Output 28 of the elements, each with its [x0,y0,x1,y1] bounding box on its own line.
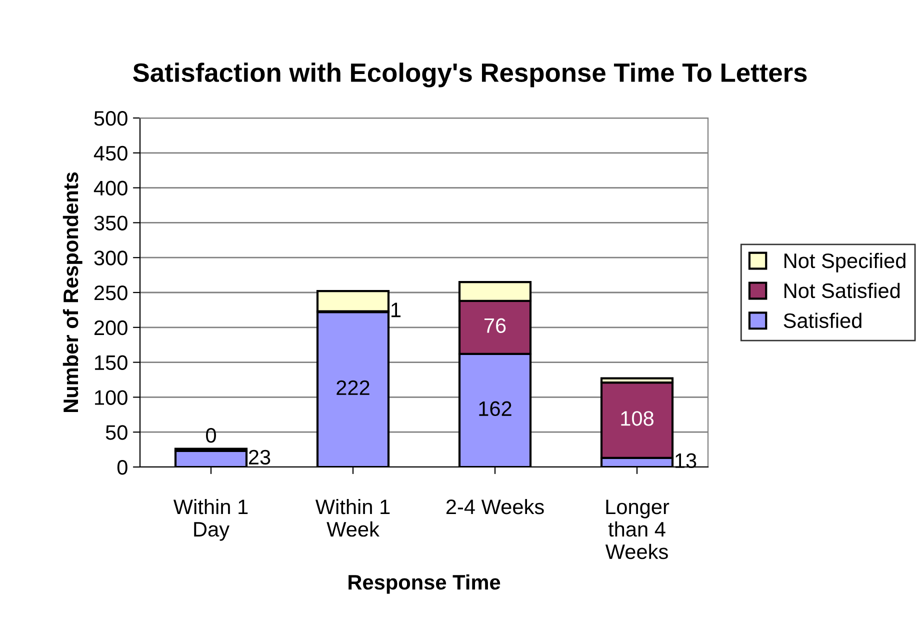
x-tick-label: Within 1 Day [173,498,248,541]
y-tick-label: 300 [94,250,128,266]
y-tick-label: 400 [94,180,128,196]
x-axis-title: Response Time [348,574,500,594]
y-tick-label: 100 [95,390,128,405]
y-tick-label: 250 [94,286,128,300]
data-label: 23 [248,450,270,465]
data-label: 108 [621,411,654,426]
y-tick-label: 200 [94,320,128,336]
y-axis-title: Number of Respondents [62,172,82,412]
data-label: 1 [392,302,400,318]
data-label: 76 [484,318,506,333]
y-tick-label: 500 [94,111,128,126]
legend-label: Not Specified [784,252,906,272]
legend-label: Satisfied [784,312,862,328]
data-label: 162 [479,401,512,416]
legend-label: Not Satisfied [784,282,900,298]
x-tick-label: 2-4 Weeks [446,498,544,514]
chart-title: Satisfaction with Ecology's Response Time To Letters [133,62,807,88]
x-tick-label: Longer than 4 Weeks [605,500,670,560]
x-tick-label: Within 1 Week [315,498,390,537]
y-tick-label: 350 [94,216,128,230]
y-tick-label: 150 [95,355,128,370]
data-label: 222 [336,380,370,395]
data-label: 0 [206,428,216,443]
y-tick-label: 0 [117,460,128,475]
y-tick-label: 50 [106,425,128,440]
y-tick-label: 450 [94,146,128,161]
